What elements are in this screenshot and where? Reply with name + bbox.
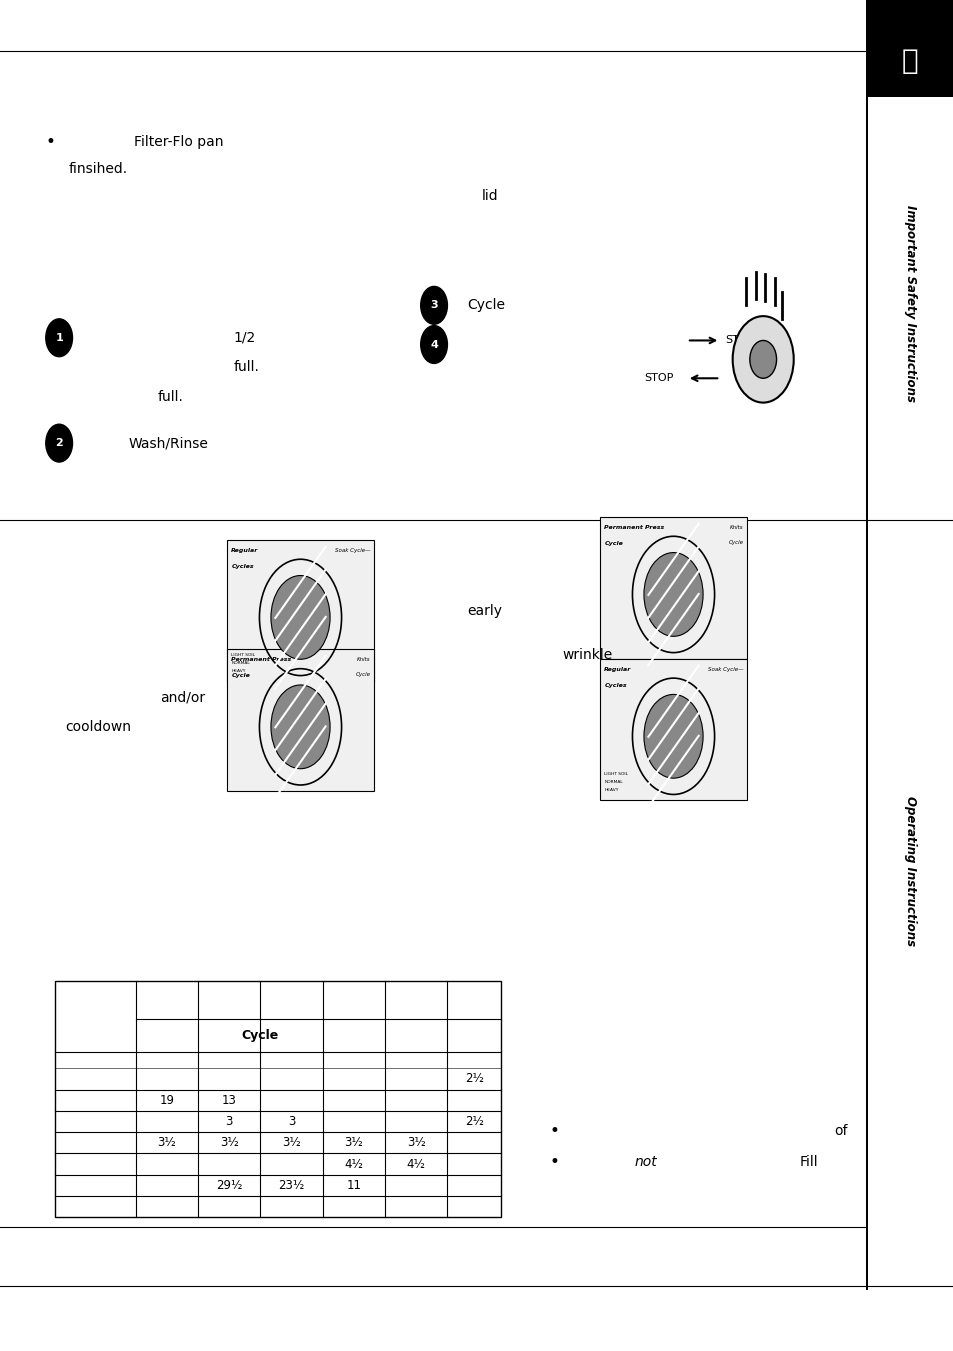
- Text: 1/2: 1/2: [233, 331, 255, 345]
- Bar: [598, 659, 746, 800]
- Text: Knits: Knits: [356, 658, 370, 662]
- Text: Cycle: Cycle: [467, 299, 505, 312]
- Text: Cycle: Cycle: [728, 540, 743, 544]
- Text: Cycles: Cycles: [231, 565, 253, 569]
- Text: 19: 19: [159, 1094, 174, 1106]
- Text: 3½: 3½: [406, 1136, 425, 1150]
- Text: full.: full.: [157, 390, 183, 404]
- Circle shape: [46, 424, 72, 462]
- Text: Important Safety Instructions: Important Safety Instructions: [902, 205, 916, 403]
- Text: 4½: 4½: [344, 1158, 363, 1170]
- Text: •: •: [46, 132, 55, 151]
- Text: 2½: 2½: [464, 1073, 483, 1085]
- Text: 2½: 2½: [464, 1115, 483, 1128]
- Circle shape: [732, 316, 793, 403]
- Circle shape: [643, 553, 702, 636]
- Circle shape: [271, 685, 330, 769]
- Text: Cycle: Cycle: [241, 1028, 278, 1042]
- Text: full.: full.: [233, 361, 259, 374]
- Text: Permanent Press: Permanent Press: [231, 658, 292, 662]
- Circle shape: [46, 319, 72, 357]
- Text: early: early: [467, 604, 502, 617]
- Text: finsihed.: finsihed.: [69, 162, 128, 176]
- Text: Cycle: Cycle: [231, 673, 250, 678]
- Text: HEAVY: HEAVY: [231, 670, 246, 673]
- Text: 3½: 3½: [344, 1136, 363, 1150]
- Text: Regular: Regular: [231, 549, 258, 553]
- Circle shape: [420, 326, 447, 363]
- Text: NORMAL: NORMAL: [231, 662, 250, 665]
- Text: 3: 3: [288, 1115, 294, 1128]
- Text: STOP: STOP: [643, 373, 673, 384]
- Text: 23½: 23½: [278, 1179, 304, 1192]
- Text: 1: 1: [55, 332, 63, 343]
- Text: NORMAL: NORMAL: [604, 781, 622, 784]
- Text: wrinkle: wrinkle: [562, 648, 613, 662]
- Text: cooldown: cooldown: [65, 720, 131, 734]
- Circle shape: [420, 286, 447, 324]
- Text: 3½: 3½: [282, 1136, 300, 1150]
- Text: •: •: [549, 1121, 558, 1140]
- Text: Wash/Rinse: Wash/Rinse: [129, 436, 209, 450]
- Text: 3: 3: [225, 1115, 233, 1128]
- Text: •: •: [549, 1152, 558, 1171]
- Bar: [226, 650, 374, 792]
- Circle shape: [749, 340, 776, 378]
- Circle shape: [643, 694, 702, 778]
- Text: Soak Cycle—: Soak Cycle—: [707, 666, 743, 671]
- Text: and/or: and/or: [160, 690, 205, 704]
- Text: HEAVY: HEAVY: [604, 789, 618, 792]
- Text: not: not: [634, 1155, 657, 1169]
- Text: of: of: [834, 1124, 847, 1138]
- Bar: [598, 517, 746, 659]
- Text: lid: lid: [481, 189, 497, 203]
- Text: Permanent Press: Permanent Press: [604, 526, 664, 530]
- Bar: [865, 0, 867, 1290]
- Bar: [865, 0, 953, 97]
- Text: LIGHT SOIL: LIGHT SOIL: [231, 654, 255, 658]
- Text: 2: 2: [55, 438, 63, 449]
- Text: 3½: 3½: [157, 1136, 176, 1150]
- Text: 4: 4: [430, 339, 437, 350]
- Text: ✋: ✋: [901, 47, 918, 74]
- Text: Cycle: Cycle: [604, 542, 622, 546]
- Circle shape: [271, 576, 330, 659]
- Text: Cycles: Cycles: [604, 684, 626, 688]
- Bar: [226, 539, 374, 681]
- Text: 4½: 4½: [406, 1158, 425, 1170]
- Text: START: START: [724, 335, 759, 346]
- Text: 3: 3: [430, 300, 437, 311]
- Text: 3½: 3½: [219, 1136, 238, 1150]
- Text: Soak Cycle—: Soak Cycle—: [335, 549, 370, 553]
- Text: Fill: Fill: [799, 1155, 818, 1169]
- Text: 11: 11: [346, 1179, 361, 1192]
- Text: 29½: 29½: [215, 1179, 242, 1192]
- Text: Cycle: Cycle: [355, 671, 370, 677]
- Bar: [55, 981, 500, 1217]
- Text: LIGHT SOIL: LIGHT SOIL: [604, 773, 628, 775]
- Text: 13: 13: [221, 1094, 236, 1106]
- Text: Knits: Knits: [729, 526, 743, 530]
- Text: Regular: Regular: [604, 666, 631, 671]
- Text: Filter-Flo pan: Filter-Flo pan: [133, 135, 223, 149]
- Text: Operating Instructions: Operating Instructions: [902, 796, 916, 947]
